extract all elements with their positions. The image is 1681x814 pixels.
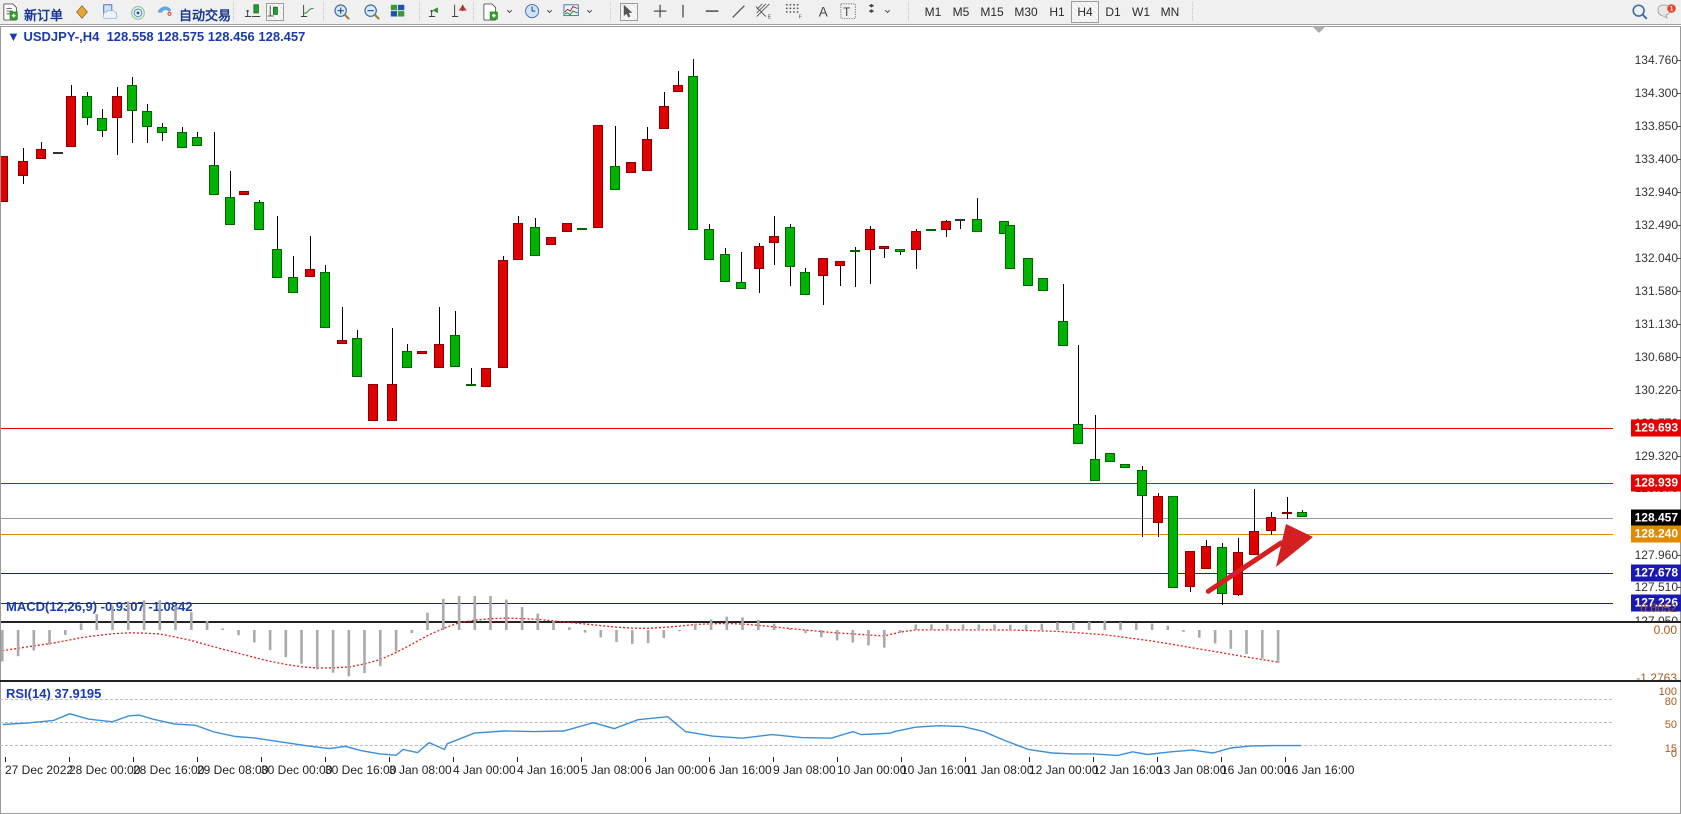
svg-text:E: E: [768, 14, 772, 20]
svg-text:1: 1: [1670, 6, 1674, 13]
svg-text:A: A: [819, 5, 828, 20]
svg-text:T: T: [843, 6, 850, 19]
svg-text:F: F: [799, 14, 803, 20]
